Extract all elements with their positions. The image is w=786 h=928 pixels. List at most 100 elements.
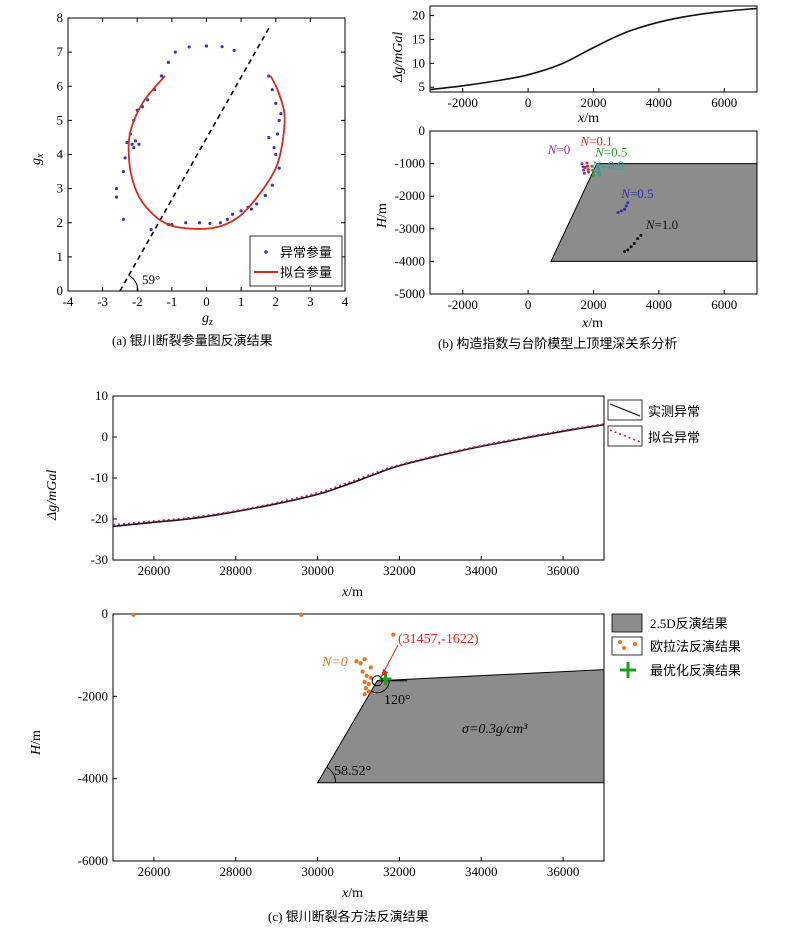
legend-fitted-label: 拟合异常 bbox=[648, 430, 700, 445]
panel-c-angle-arc-bottom bbox=[326, 766, 337, 783]
euler-point-n05a bbox=[592, 174, 595, 178]
anomaly-point bbox=[204, 44, 209, 48]
anomaly-point bbox=[239, 209, 243, 213]
x-tick-label: 6000 bbox=[711, 95, 737, 110]
y-tick-label: 15 bbox=[412, 31, 425, 46]
panel-c-angle-bottom: 58.52° bbox=[334, 764, 371, 779]
y-tick-label: 5 bbox=[419, 79, 426, 94]
euler-point-n0 bbox=[581, 165, 585, 169]
caption-c: (c) 银川断裂各方法反演结果 bbox=[268, 909, 429, 924]
y-tick-label: -20 bbox=[91, 511, 108, 526]
anomaly-point bbox=[146, 98, 150, 102]
anomaly-point bbox=[197, 221, 202, 225]
anomaly-point bbox=[277, 118, 281, 122]
legend-euler-dot bbox=[622, 646, 626, 650]
anomaly-point bbox=[132, 146, 136, 150]
legend-block-label: 2.5D反演结果 bbox=[650, 616, 728, 631]
panel-c-euler-dots bbox=[131, 612, 396, 697]
x-tick-label: -2 bbox=[132, 294, 143, 309]
euler-point-n05a bbox=[590, 164, 594, 168]
panel-c-best-point bbox=[371, 673, 392, 687]
y-tick-label: 3 bbox=[57, 181, 64, 196]
anomaly-point bbox=[159, 74, 164, 78]
euler-point bbox=[362, 679, 367, 685]
euler-point bbox=[363, 686, 368, 691]
y-tick-label: 2 bbox=[57, 215, 64, 230]
panel-c-top-ylabel: Δg/mGal bbox=[45, 470, 60, 521]
euler-point-n01 bbox=[585, 161, 589, 165]
y-tick-label: 0 bbox=[102, 429, 109, 444]
cluster-label-n01: N=0.1 bbox=[579, 134, 612, 149]
panel-c-angle-arc-top bbox=[370, 680, 390, 694]
x-tick-label: 4000 bbox=[646, 297, 672, 312]
x-tick-label: 6000 bbox=[711, 297, 737, 312]
anomaly-point bbox=[220, 45, 224, 49]
legend-euler-marker bbox=[618, 640, 637, 650]
legend-euler-label: 欧拉法反演结果 bbox=[650, 639, 741, 654]
y-tick-label: 7 bbox=[57, 44, 64, 59]
panel-c-n0-label: N=0 bbox=[321, 655, 348, 670]
y-tick-label: 0 bbox=[419, 123, 426, 138]
anomaly-point bbox=[272, 146, 276, 150]
legend-anomaly-label: 异常参量 bbox=[280, 245, 332, 260]
anomaly-point bbox=[267, 74, 271, 78]
anomaly-point bbox=[255, 202, 259, 206]
x-tick-label: 2 bbox=[273, 294, 280, 309]
euler-point bbox=[358, 661, 363, 666]
anomaly-point bbox=[166, 60, 171, 64]
y-tick-label: 20 bbox=[412, 8, 425, 23]
legend-euler-dot bbox=[633, 642, 637, 646]
x-tick-label: 30000 bbox=[301, 563, 334, 578]
panel-b-depth: -2000 0 2000 4000 6000 0 -1000 -2000 -3000 -4000 -… bbox=[375, 123, 758, 351]
x-tick-label: 2000 bbox=[581, 95, 607, 110]
y-tick-label: 8 bbox=[57, 10, 64, 25]
cluster-label-n05a: N=0.5 bbox=[594, 144, 627, 159]
panel-c-bottom-xlabel: x/m bbox=[341, 886, 363, 901]
euler-point-n10 bbox=[623, 250, 627, 254]
euler-point bbox=[354, 659, 359, 664]
cluster-label-n0: N=0 bbox=[547, 142, 571, 157]
x-tick-label: 34000 bbox=[465, 563, 498, 578]
x-tick-label: -1 bbox=[166, 294, 177, 309]
y-tick-label: 6 bbox=[57, 78, 64, 93]
euler-point bbox=[368, 665, 373, 670]
panel-a-anomaly-dots bbox=[114, 44, 283, 232]
x-tick-label: 28000 bbox=[220, 563, 253, 578]
panel-c-step-block bbox=[316, 669, 605, 784]
anomaly-point bbox=[184, 221, 188, 225]
euler-point-n05a bbox=[591, 168, 595, 172]
anomaly-point bbox=[121, 169, 125, 174]
euler-point-n09 bbox=[596, 166, 600, 170]
y-tick-label: 5 bbox=[57, 112, 64, 127]
panel-b-top-ylabel: Δg/mGal bbox=[391, 32, 406, 83]
anomaly-point bbox=[274, 152, 278, 157]
anomaly-point bbox=[274, 101, 278, 105]
x-tick-label: 2000 bbox=[581, 297, 607, 312]
caption-a: (a) 银川断裂参量图反演结果 bbox=[112, 333, 273, 348]
panel-a-legend-box bbox=[249, 235, 343, 287]
x-tick-label: -3 bbox=[97, 294, 108, 309]
x-tick-label: 28000 bbox=[220, 864, 253, 879]
euler-point bbox=[366, 681, 371, 687]
best-point-ring bbox=[371, 675, 383, 687]
anomaly-point bbox=[208, 221, 212, 226]
x-tick-label: 30000 bbox=[301, 864, 334, 879]
anomaly-point bbox=[230, 212, 235, 216]
x-tick-label: 26000 bbox=[138, 864, 171, 879]
panel-c-angle-top: 120° bbox=[384, 693, 411, 708]
x-tick-label: 36000 bbox=[547, 864, 580, 879]
y-tick-label: 10 bbox=[95, 388, 108, 403]
panel-b-gravity: -2000 0 2000 4000 6000 5 10 15 20 Δg/mGal x/m bbox=[391, 5, 758, 126]
anomaly-point bbox=[114, 195, 119, 199]
euler-point bbox=[131, 612, 136, 617]
euler-point bbox=[362, 692, 367, 697]
euler-point-n10 bbox=[639, 233, 643, 237]
anomaly-point bbox=[232, 48, 236, 53]
anomaly-point bbox=[133, 139, 138, 143]
panel-b-bottom-ticks: -2000 0 2000 4000 6000 0 -1000 -2000 -3000 -4000 -… bbox=[395, 123, 738, 312]
anomaly-point bbox=[149, 227, 153, 232]
y-tick-label: 10 bbox=[412, 55, 425, 70]
legend-euler-box bbox=[611, 636, 643, 656]
legend-block-swatch bbox=[611, 613, 643, 633]
x-tick-label: 0 bbox=[525, 95, 532, 110]
